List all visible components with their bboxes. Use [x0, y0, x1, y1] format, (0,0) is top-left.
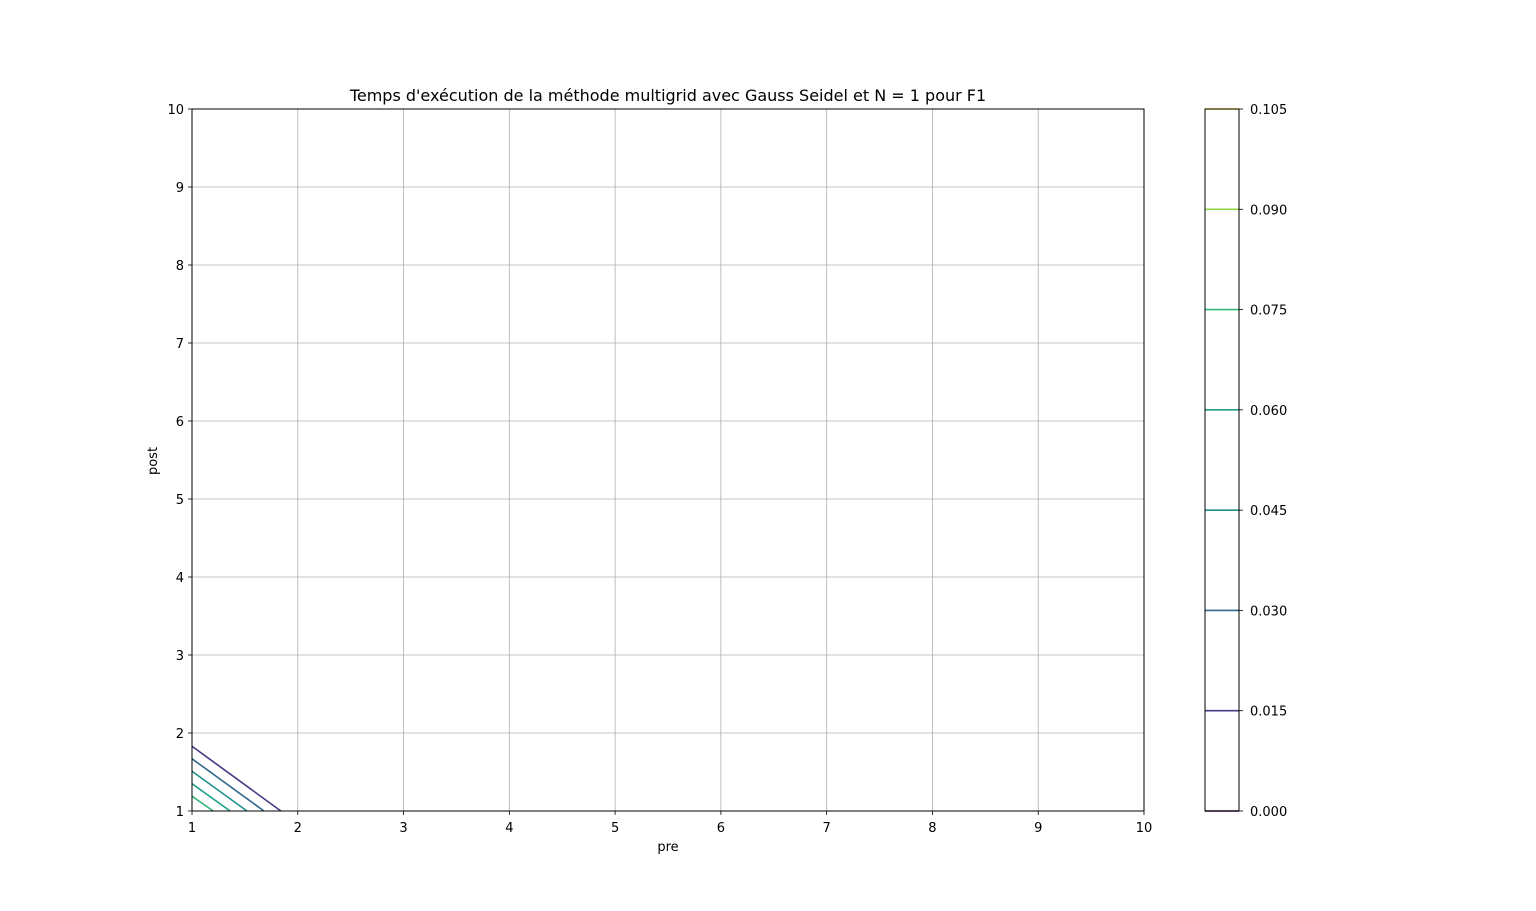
contour-line-0.06	[191, 783, 231, 812]
y-tick-label: 2	[176, 727, 184, 742]
x-tick-label: 7	[823, 821, 831, 836]
x-axis-ticks: 1 2 3 4 5 6 7 8 9 10	[188, 811, 1152, 836]
colorbar-tick-label: 0.060	[1250, 404, 1287, 419]
colorbar-tick-label: 0.000	[1250, 805, 1287, 820]
chart-title: Temps d'exécution de la méthode multigri…	[349, 86, 986, 105]
colorbar-frame	[1204, 108, 1240, 812]
contour-line-0.015	[191, 745, 282, 812]
y-tick-label: 1	[176, 805, 184, 820]
contour-line-0.075	[191, 795, 214, 812]
y-axis-label: post	[146, 447, 161, 475]
contour-lines	[191, 745, 282, 812]
contour-line-0.03	[191, 758, 265, 812]
y-tick-label: 7	[176, 337, 184, 352]
x-tick-label: 9	[1034, 821, 1042, 836]
y-tick-label: 6	[176, 415, 184, 430]
y-tick-label: 9	[176, 181, 184, 196]
x-tick-label: 1	[188, 821, 196, 836]
x-axis-label: pre	[657, 840, 678, 855]
colorbar-level-lines	[1205, 108, 1239, 812]
x-tick-label: 8	[928, 821, 936, 836]
y-axis-ticks: 1 2 3 4 5 6 7 8 9 10	[167, 103, 192, 820]
y-tick-label: 3	[176, 649, 184, 664]
colorbar-tick-label: 0.045	[1250, 504, 1287, 519]
y-tick-label: 10	[167, 103, 184, 118]
contour-line-0.045	[191, 770, 248, 812]
colorbar-tick-label: 0.105	[1250, 103, 1287, 118]
x-tick-label: 2	[294, 821, 302, 836]
x-tick-label: 6	[717, 821, 725, 836]
colorbar-ticks: 0.000 0.015 0.030 0.045 0.060 0.075 0.090 0.105	[1239, 103, 1287, 820]
x-tick-label: 10	[1136, 821, 1153, 836]
x-tick-label: 5	[611, 821, 619, 836]
colorbar-tick-label: 0.090	[1250, 203, 1287, 218]
plot-frame	[191, 108, 1145, 812]
colorbar: 0.000 0.015 0.030 0.045 0.060 0.075 0.090 0.105	[1204, 103, 1287, 820]
y-tick-label: 8	[176, 259, 184, 274]
colorbar-tick-label: 0.015	[1250, 705, 1287, 720]
grid-lines	[191, 108, 1145, 812]
x-tick-label: 4	[505, 821, 513, 836]
colorbar-tick-label: 0.075	[1250, 304, 1287, 319]
colorbar-tick-label: 0.030	[1250, 604, 1287, 619]
x-tick-label: 3	[399, 821, 407, 836]
y-tick-label: 4	[176, 571, 184, 586]
y-tick-label: 5	[176, 493, 184, 508]
